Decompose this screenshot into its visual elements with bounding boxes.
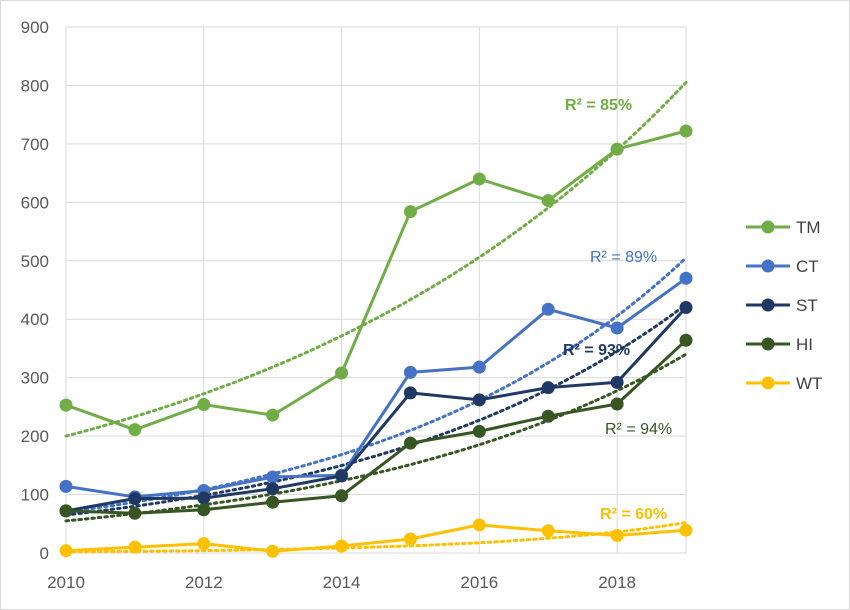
trendline-tm	[64, 81, 688, 438]
series-line-tm	[65, 129, 687, 432]
data-point-tm	[679, 124, 693, 138]
data-point-st	[266, 482, 280, 496]
data-point-wt	[403, 532, 417, 546]
data-point-wt	[197, 537, 211, 551]
y-tick-label: 400	[21, 310, 49, 329]
y-tick-label: 800	[21, 76, 49, 95]
data-point-tm	[403, 205, 417, 219]
y-tick-label: 600	[21, 193, 49, 212]
data-point-tm	[541, 194, 555, 208]
r2-label-wt: R² = 60%	[600, 506, 667, 523]
data-point-tm	[266, 408, 280, 422]
data-point-st	[403, 386, 417, 400]
legend-marker-hi	[761, 337, 775, 351]
data-point-hi	[335, 489, 349, 503]
data-point-hi	[541, 409, 555, 423]
series-line-hi	[65, 339, 688, 515]
data-point-hi	[403, 436, 417, 450]
y-tick-label: 0	[40, 544, 49, 563]
data-point-wt	[128, 540, 142, 554]
y-tick-label: 100	[21, 486, 49, 505]
data-point-hi	[128, 506, 142, 520]
data-point-st	[610, 375, 624, 389]
x-tick-label: 2012	[185, 573, 223, 592]
legend-label-st: ST	[796, 296, 818, 315]
legend-marker-ct	[761, 259, 775, 273]
data-point-ct	[679, 271, 693, 285]
data-point-ct	[266, 470, 280, 484]
trendline-ct	[64, 256, 688, 514]
data-point-wt	[472, 518, 486, 532]
y-tick-label: 300	[21, 369, 49, 388]
r2-label-ct: R² = 89%	[590, 249, 657, 266]
data-point-wt	[266, 544, 280, 558]
data-point-hi	[266, 495, 280, 509]
r2-label-st: R² = 93%	[563, 342, 630, 359]
x-tick-label: 2010	[47, 573, 85, 592]
y-tick-label: 200	[21, 427, 49, 446]
data-point-st	[541, 381, 555, 395]
data-point-wt	[610, 528, 624, 542]
legend-marker-st	[761, 298, 775, 312]
trendline-st	[64, 303, 688, 517]
data-point-tm	[335, 366, 349, 380]
data-point-tm	[59, 398, 73, 412]
data-point-hi	[59, 504, 73, 518]
data-point-hi	[472, 424, 486, 438]
y-tick-label: 500	[21, 252, 49, 271]
data-point-hi	[679, 333, 693, 347]
data-point-wt	[335, 539, 349, 553]
x-tick-label: 2016	[460, 573, 498, 592]
data-point-tm	[610, 142, 624, 156]
data-point-st	[335, 469, 349, 483]
legend-label-wt: WT	[796, 374, 822, 393]
legend-label-ct: CT	[796, 257, 819, 276]
data-point-tm	[128, 423, 142, 437]
data-point-hi	[610, 397, 624, 411]
data-point-ct	[403, 365, 417, 379]
data-point-st	[128, 492, 142, 506]
x-tick-label: 2018	[598, 573, 636, 592]
data-point-wt	[59, 544, 73, 558]
legend-label-tm: TM	[796, 218, 821, 237]
legend-marker-wt	[761, 376, 775, 390]
series-line-ct	[65, 277, 687, 499]
x-tick-label: 2014	[323, 573, 361, 592]
data-point-ct	[610, 321, 624, 335]
y-tick-label: 700	[21, 135, 49, 154]
data-point-tm	[472, 172, 486, 186]
trendline-wt	[64, 521, 688, 554]
data-point-st	[472, 393, 486, 407]
trendline-hi	[64, 352, 688, 523]
data-point-st	[679, 301, 693, 315]
legend-marker-tm	[761, 220, 775, 234]
data-point-st	[197, 491, 211, 505]
y-tick-label: 900	[21, 18, 49, 37]
data-point-ct	[59, 479, 73, 493]
data-point-ct	[472, 360, 486, 374]
legend-label-hi: HI	[796, 335, 813, 354]
data-point-ct	[541, 302, 555, 316]
data-point-hi	[197, 503, 211, 517]
r2-label-hi: R² = 94%	[605, 421, 672, 438]
data-point-tm	[197, 398, 211, 412]
data-point-wt	[541, 524, 555, 538]
r2-label-tm: R² = 85%	[565, 97, 632, 114]
series-line-wt	[65, 523, 687, 553]
series-line-st	[65, 306, 688, 513]
data-point-wt	[679, 523, 693, 537]
